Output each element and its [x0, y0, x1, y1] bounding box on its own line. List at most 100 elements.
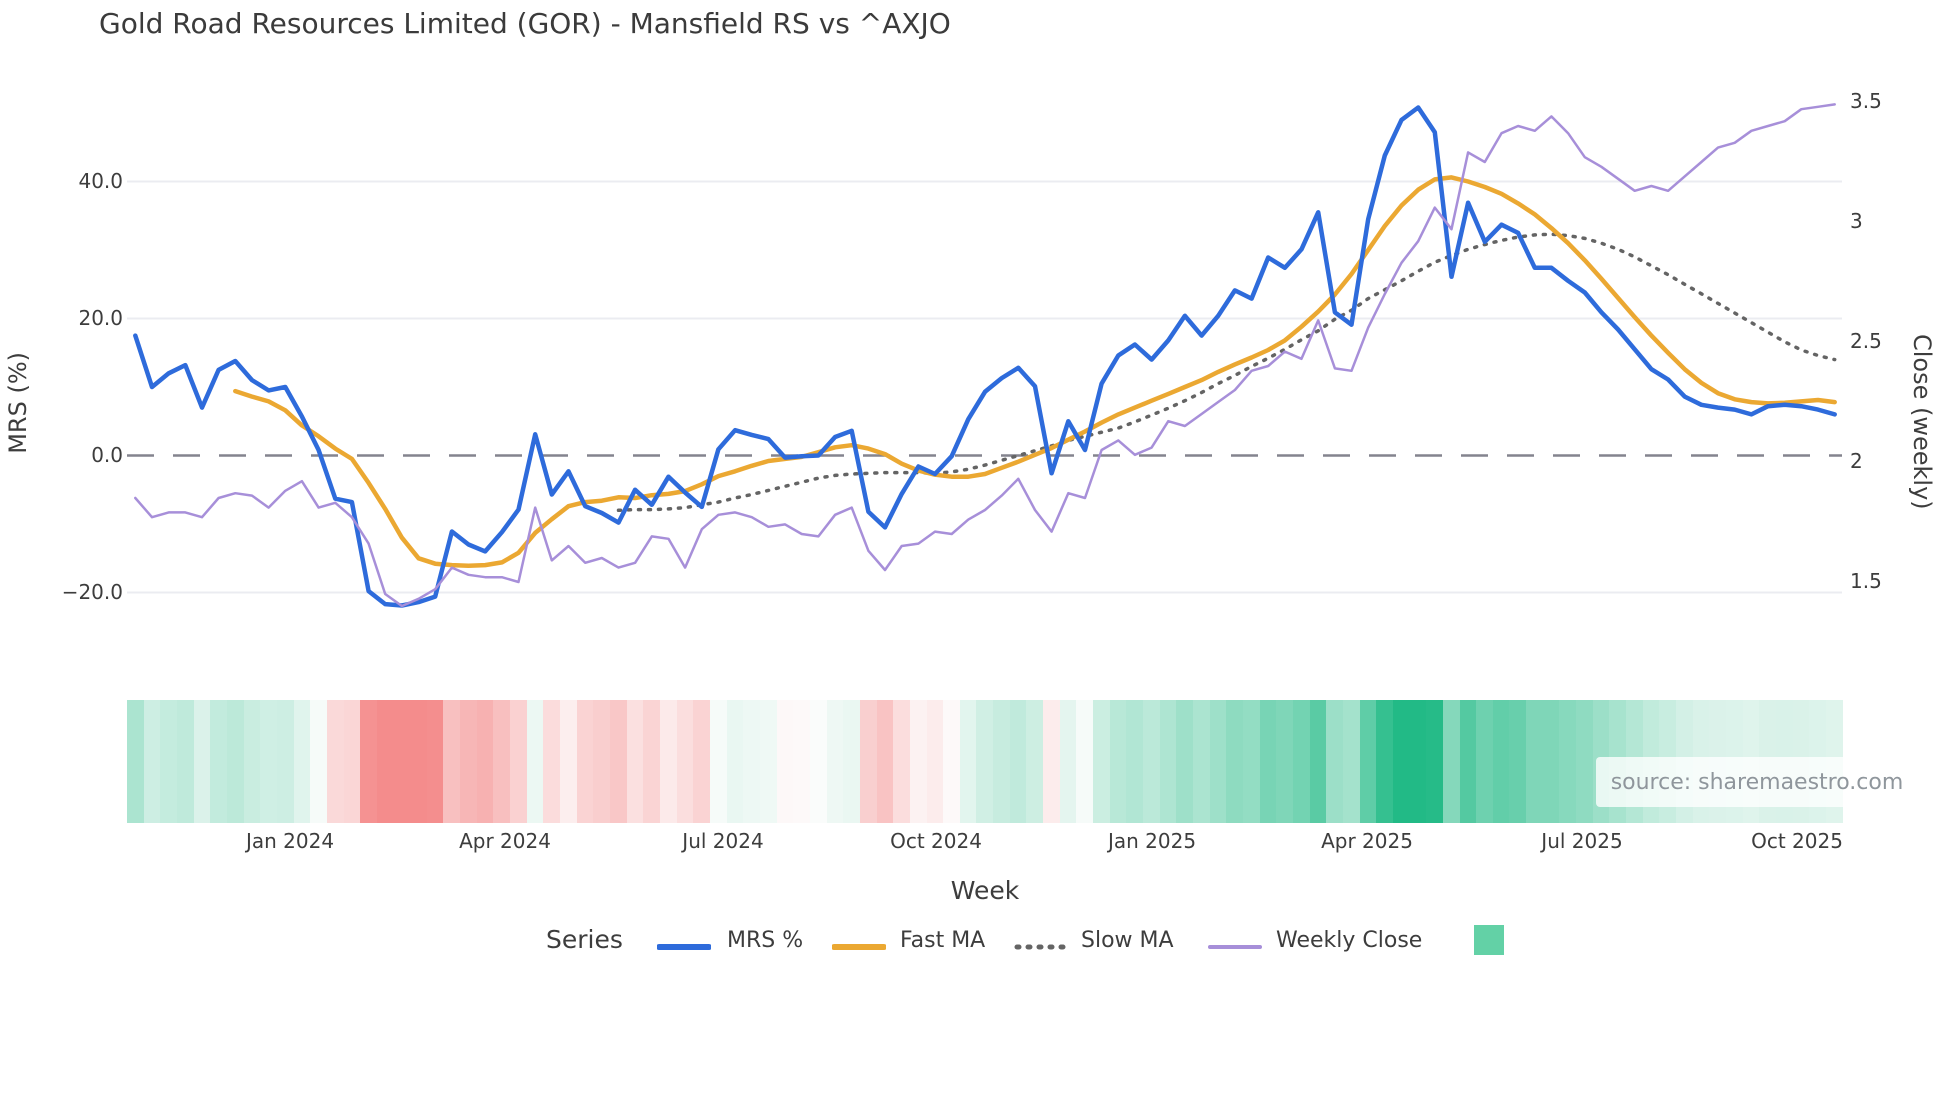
heatmap-cell	[226, 700, 244, 823]
heatmap-cell	[1109, 700, 1127, 823]
heatmap-cell	[293, 700, 311, 823]
x-axis-tick-label: Apr 2024	[459, 829, 551, 853]
heatmap-cell	[1576, 700, 1593, 823]
heatmap-cell	[360, 700, 377, 823]
left-axis-tick-label: 20.0	[78, 305, 123, 330]
heatmap-cell	[993, 700, 1010, 823]
heatmap-cell	[1426, 700, 1443, 823]
legend-item-slow-ma[interactable]: Slow MA	[1081, 928, 1174, 953]
heatmap-cell	[476, 700, 494, 823]
heatmap-cell	[759, 700, 777, 823]
heatmap-cell	[426, 700, 444, 823]
heatmap-cell	[160, 700, 177, 823]
heatmap-cell	[1043, 700, 1060, 823]
x-axis-tick-label: Apr 2025	[1321, 829, 1413, 853]
chart-title: Gold Road Resources Limited (GOR) - Mans…	[99, 7, 951, 40]
heatmap-cell	[260, 700, 277, 823]
heatmap-cell	[593, 700, 611, 823]
heatmap-cell	[1442, 700, 1460, 823]
x-axis-tick-label: Jan 2024	[245, 829, 335, 853]
heatmap-cell	[1276, 700, 1293, 823]
left-axis-tick-label: −20.0	[61, 579, 123, 604]
heatmap-cell	[1409, 700, 1427, 823]
heatmap-cell	[1326, 700, 1343, 823]
heatmap-cell	[560, 700, 577, 823]
left-axis-tick-label: 40.0	[78, 168, 123, 193]
heatmap-cell	[876, 700, 894, 823]
heatmap-cell	[210, 700, 227, 823]
heatmap-cell	[893, 700, 910, 823]
heatmap-cell	[1492, 700, 1510, 823]
heatmap-cell	[143, 700, 161, 823]
series-line-slow-ma	[616, 232, 1837, 513]
legend-item-mrs[interactable]: MRS %	[727, 928, 804, 953]
heatmap-cell	[410, 700, 427, 823]
heatmap-cell	[859, 700, 877, 823]
heatmap-cell	[460, 700, 477, 823]
heatmap-cell	[793, 700, 810, 823]
heatmap-cell	[193, 700, 211, 823]
heatmap-cell	[726, 700, 744, 823]
x-axis-tick-label: Oct 2025	[1751, 829, 1843, 853]
right-axis-tick-label: 2.5	[1850, 329, 1882, 353]
heatmap-cell	[493, 700, 511, 823]
heatmap-cell	[1459, 700, 1477, 823]
heatmap-cell	[1259, 700, 1277, 823]
left-axis-tick-label: 0.0	[91, 442, 123, 467]
legend-swatch-slow-ma[interactable]	[1014, 936, 1072, 955]
heatmap-cell	[326, 700, 344, 823]
heatmap-cell	[943, 700, 960, 823]
legend-heatmap-swatch[interactable]	[1474, 925, 1504, 955]
heatmap-cell	[1509, 700, 1527, 823]
x-axis-tick-label: Jul 2025	[1541, 829, 1623, 853]
heatmap-cell	[709, 700, 727, 823]
plot-area	[127, 103, 1842, 608]
heatmap-cell	[643, 700, 660, 823]
right-axis-title: Close (weekly)	[1908, 334, 1936, 510]
heatmap-cell	[1059, 700, 1077, 823]
heatmap-cell	[1526, 700, 1543, 823]
heatmap-cell	[526, 700, 544, 823]
heatmap-cell	[443, 700, 461, 823]
heatmap-cell	[676, 700, 694, 823]
heatmap-cell	[1176, 700, 1193, 823]
heatmap-cell	[510, 700, 527, 823]
heatmap-cell	[976, 700, 994, 823]
heatmap-cell	[743, 700, 760, 823]
legend-item-weekly-close[interactable]: Weekly Close	[1276, 928, 1423, 953]
heatmap-cell	[826, 700, 844, 823]
heatmap-cell	[176, 700, 194, 823]
heatmap-cell	[393, 700, 411, 823]
heatmap-cell	[1009, 700, 1027, 823]
series-line-mrs-	[133, 105, 1837, 608]
heatmap-cell	[626, 700, 644, 823]
heatmap-cell	[909, 700, 927, 823]
heatmap-cell	[1026, 700, 1044, 823]
heatmap-cell	[243, 700, 261, 823]
right-axis-tick-label: 3.5	[1850, 89, 1882, 113]
heatmap-cell	[376, 700, 394, 823]
heatmap-cell	[1226, 700, 1243, 823]
legend-swatch-fast-ma[interactable]	[831, 936, 887, 955]
legend-swatch-mrs[interactable]	[656, 936, 712, 955]
source-watermark: source: sharemaestro.com	[1596, 757, 1918, 807]
heatmap-cell	[843, 700, 860, 823]
heatmap-cell	[610, 700, 627, 823]
heatmap-cell	[693, 700, 710, 823]
right-axis-tick-label: 2	[1850, 449, 1863, 473]
legend-swatch-weekly-close[interactable]	[1208, 936, 1262, 955]
heatmap-cell	[809, 700, 827, 823]
heatmap-strip	[127, 700, 1843, 823]
heatmap-cell	[1126, 700, 1144, 823]
heatmap-cell	[1392, 700, 1410, 823]
heatmap-cell	[660, 700, 677, 823]
x-axis-tick-label: Jan 2025	[1107, 829, 1197, 853]
heatmap-cell	[1476, 700, 1493, 823]
heatmap-cell	[543, 700, 561, 823]
x-axis-tick-label: Oct 2024	[890, 829, 982, 853]
x-axis-title: Week	[950, 876, 1020, 905]
heatmap-cell	[1076, 700, 1094, 823]
heatmap-cell	[1559, 700, 1577, 823]
legend-title: Series	[546, 925, 623, 954]
legend-item-fast-ma[interactable]: Fast MA	[900, 928, 986, 953]
